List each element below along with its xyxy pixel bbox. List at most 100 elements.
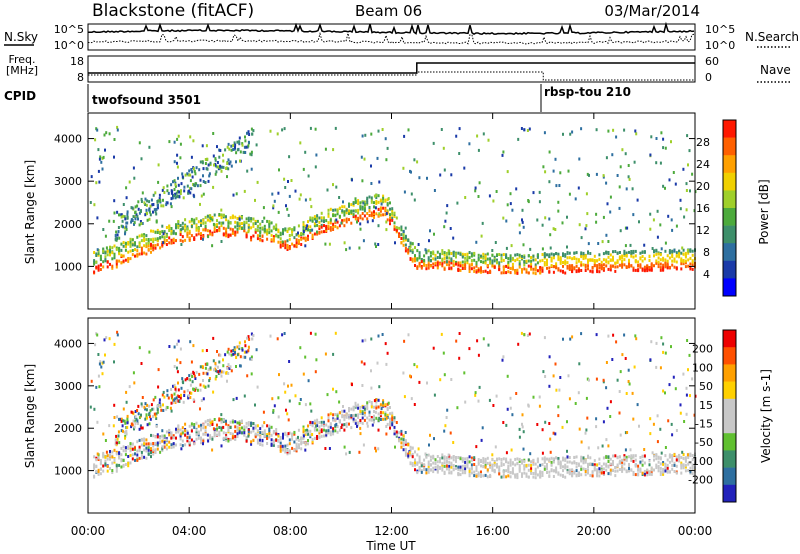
velocity-cell: [359, 405, 362, 409]
power-cell: [673, 259, 676, 263]
power-cell: [343, 210, 346, 214]
velocity-cell: [575, 473, 578, 477]
power-cell: [536, 254, 539, 258]
power-cell: [464, 265, 467, 269]
power-cell: [641, 250, 644, 254]
velocity-cell: [189, 391, 192, 395]
velocity-cell: [602, 378, 605, 382]
power-cell: [198, 168, 201, 172]
velocity-cell: [286, 412, 289, 416]
power-cell: [252, 224, 255, 228]
velocity-cell: [543, 456, 546, 460]
power-cell: [480, 268, 482, 272]
velocity-cell: [614, 474, 617, 478]
power-cell: [659, 161, 662, 165]
power-cell: [150, 242, 152, 246]
velocity-cell: [407, 442, 410, 446]
velocity-cell: [588, 378, 590, 382]
power-cell: [443, 251, 446, 255]
power-cell: [154, 244, 157, 247]
power-cell: [307, 234, 309, 238]
velocity-cell: [104, 353, 106, 357]
velocity-cell: [443, 472, 446, 475]
velocity-cell: [114, 438, 117, 442]
noise-right-tick-bottom: 10^0: [705, 39, 735, 52]
velocity-cell: [475, 468, 478, 472]
velocity-cell: [607, 460, 610, 463]
velocity-cell: [348, 413, 350, 417]
velocity-colorbar-tick: -15: [695, 417, 713, 430]
velocity-cell: [144, 407, 147, 411]
velocity-cell: [432, 346, 435, 350]
power-cell: [262, 206, 265, 210]
power-cell: [389, 207, 391, 211]
velocity-cell: [366, 403, 369, 407]
power-cell: [304, 224, 307, 228]
velocity-cell: [113, 448, 116, 452]
power-cell: [363, 157, 366, 161]
velocity-cell: [619, 433, 622, 437]
velocity-cell: [140, 443, 143, 447]
power-cell: [285, 204, 287, 208]
power-cell: [166, 184, 169, 188]
power-cell: [150, 244, 152, 248]
power-cell: [630, 251, 633, 255]
velocity-cell: [129, 461, 132, 465]
velocity-cell: [238, 345, 241, 348]
power-cell: [385, 228, 388, 232]
velocity-cell: [562, 456, 564, 460]
power-cell: [643, 250, 646, 254]
velocity-cell: [172, 445, 175, 449]
power-cell: [145, 238, 148, 242]
power-cell: [607, 267, 610, 271]
velocity-cell: [323, 424, 325, 428]
velocity-cell: [459, 473, 462, 477]
velocity-cell: [183, 390, 186, 394]
power-cell: [165, 234, 168, 238]
power-cell: [650, 266, 653, 270]
power-cell: [109, 253, 111, 257]
velocity-cell: [379, 414, 382, 418]
power-cell: [216, 229, 218, 233]
velocity-cell: [342, 405, 344, 408]
power-cell: [432, 250, 435, 254]
velocity-cell: [170, 446, 173, 449]
power-cell: [414, 264, 416, 267]
power-cell: [534, 268, 537, 272]
power-cell: [273, 199, 276, 203]
velocity-cell: [320, 423, 323, 427]
velocity-cell: [448, 460, 451, 464]
velocity-cell: [113, 403, 116, 407]
velocity-cell: [227, 372, 230, 375]
velocity-cell: [379, 403, 382, 407]
velocity-cell: [517, 342, 520, 346]
power-cell: [357, 216, 360, 220]
power-cell: [598, 263, 601, 266]
power-cell: [636, 198, 639, 202]
date-title: 03/Mar/2014: [604, 2, 700, 20]
power-cell: [305, 226, 308, 230]
power-cell: [530, 263, 533, 266]
velocity-cell: [368, 410, 371, 414]
velocity-cell: [578, 362, 581, 366]
power-cell: [232, 148, 235, 151]
power-cell: [439, 252, 441, 256]
velocity-cell: [411, 463, 414, 467]
velocity-cell: [156, 447, 159, 451]
power-cell: [354, 197, 357, 201]
power-cell: [359, 201, 362, 205]
power-cell: [425, 264, 428, 267]
velocity-cell: [370, 418, 373, 422]
x-tick-label: 16:00: [475, 524, 510, 538]
velocity-cell: [282, 448, 284, 452]
power-cell: [650, 262, 653, 266]
noise-left-tick-top: 10^5: [54, 23, 84, 36]
velocity-colorbar-tick: 100: [692, 361, 713, 374]
power-cell: [411, 259, 414, 263]
power-cell: [577, 269, 580, 273]
velocity-cell: [634, 458, 637, 462]
velocity-cell: [97, 468, 100, 472]
velocity-cell: [404, 447, 407, 451]
velocity-cell: [191, 375, 194, 378]
velocity-cell: [404, 440, 407, 444]
